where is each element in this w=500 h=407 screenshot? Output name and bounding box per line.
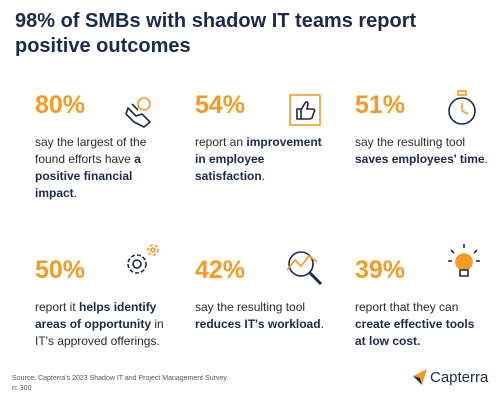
stat-description: say the resulting tool reduces IT's workl… bbox=[195, 299, 345, 333]
bold-text: a bbox=[134, 152, 141, 166]
title-line: 98% of SMBs with shadow IT teams report bbox=[15, 10, 417, 32]
source: Source: Capterra's 2023 Shadow IT and Pr… bbox=[12, 374, 227, 394]
stat: 39% report that they can create effective … bbox=[355, 255, 500, 350]
text: say the resulting tool bbox=[195, 300, 306, 314]
thumbs-up-icon bbox=[289, 94, 321, 126]
stat: 50% report it helps identify areas of oppo… bbox=[35, 255, 185, 350]
stat-percent: 54% bbox=[195, 91, 246, 119]
chart-magnifier-icon bbox=[286, 251, 323, 286]
bold-text: areas of opportunity bbox=[35, 317, 152, 331]
source-text: Source: Capterra's 2023 Shadow IT and Pr… bbox=[12, 375, 227, 382]
text: say the resulting tool bbox=[355, 135, 466, 149]
stopwatch-icon bbox=[448, 90, 476, 125]
stat-percent: 80% bbox=[35, 91, 86, 119]
bold-text: impact bbox=[35, 186, 74, 200]
sample-size: n: 300 bbox=[12, 385, 32, 392]
stat: 80% say the largest of the found efforts h… bbox=[35, 90, 185, 202]
stat-percent: 50% bbox=[35, 256, 86, 284]
logo-text: Capterra bbox=[430, 369, 489, 386]
stat-description: report an improvement in employee satisfac… bbox=[195, 134, 345, 185]
text: in bbox=[151, 317, 164, 331]
text: IT's approved offerings. bbox=[35, 334, 160, 348]
bold-text: create effective tools bbox=[355, 317, 475, 331]
lightbulb-icon bbox=[448, 244, 480, 277]
text: . bbox=[484, 152, 488, 166]
bold-text: in employee bbox=[195, 152, 265, 166]
text: report that they can bbox=[355, 300, 459, 314]
stat-description: say the resulting tool saves employees' t… bbox=[355, 134, 500, 168]
stat-percent: 39% bbox=[355, 256, 406, 284]
bold-text: positive financial bbox=[35, 169, 133, 183]
logo-mark bbox=[413, 369, 427, 385]
stat: 51% say the resulting tool saves employees… bbox=[355, 90, 500, 168]
text: report it bbox=[35, 300, 80, 314]
bold-text: satisfaction bbox=[195, 169, 262, 183]
text: . bbox=[73, 186, 78, 200]
bold-text: saves employees' time bbox=[355, 152, 485, 166]
stat-percent: 51% bbox=[355, 91, 406, 119]
text: say the largest of the bbox=[35, 135, 147, 149]
text: found efforts have bbox=[35, 152, 135, 166]
stat: 54% report an improvement in employee satis… bbox=[195, 90, 345, 185]
title-line: positive outcomes bbox=[15, 35, 191, 57]
gears-icon bbox=[127, 244, 159, 274]
hand-coin-icon bbox=[125, 97, 151, 128]
stat-description: say the largest of the found efforts have… bbox=[35, 134, 185, 202]
text: report an bbox=[195, 135, 247, 149]
stat-percent: 42% bbox=[195, 256, 246, 284]
text: . bbox=[261, 169, 266, 183]
title: 98% of SMBs with shadow IT teams report p… bbox=[15, 9, 485, 59]
stat-description: report that they can create effective too… bbox=[355, 299, 500, 350]
bold-text: at low cost. bbox=[355, 334, 421, 348]
bold-text: reduces IT's workload bbox=[195, 317, 321, 331]
stat-description: report it helps identify areas of opportu… bbox=[35, 299, 185, 350]
stat: 42% say the resulting tool reduces IT's wo… bbox=[195, 255, 345, 333]
bold-text: helps identify bbox=[79, 300, 157, 314]
text: . bbox=[320, 317, 324, 331]
bold-text: improvement bbox=[246, 135, 322, 149]
